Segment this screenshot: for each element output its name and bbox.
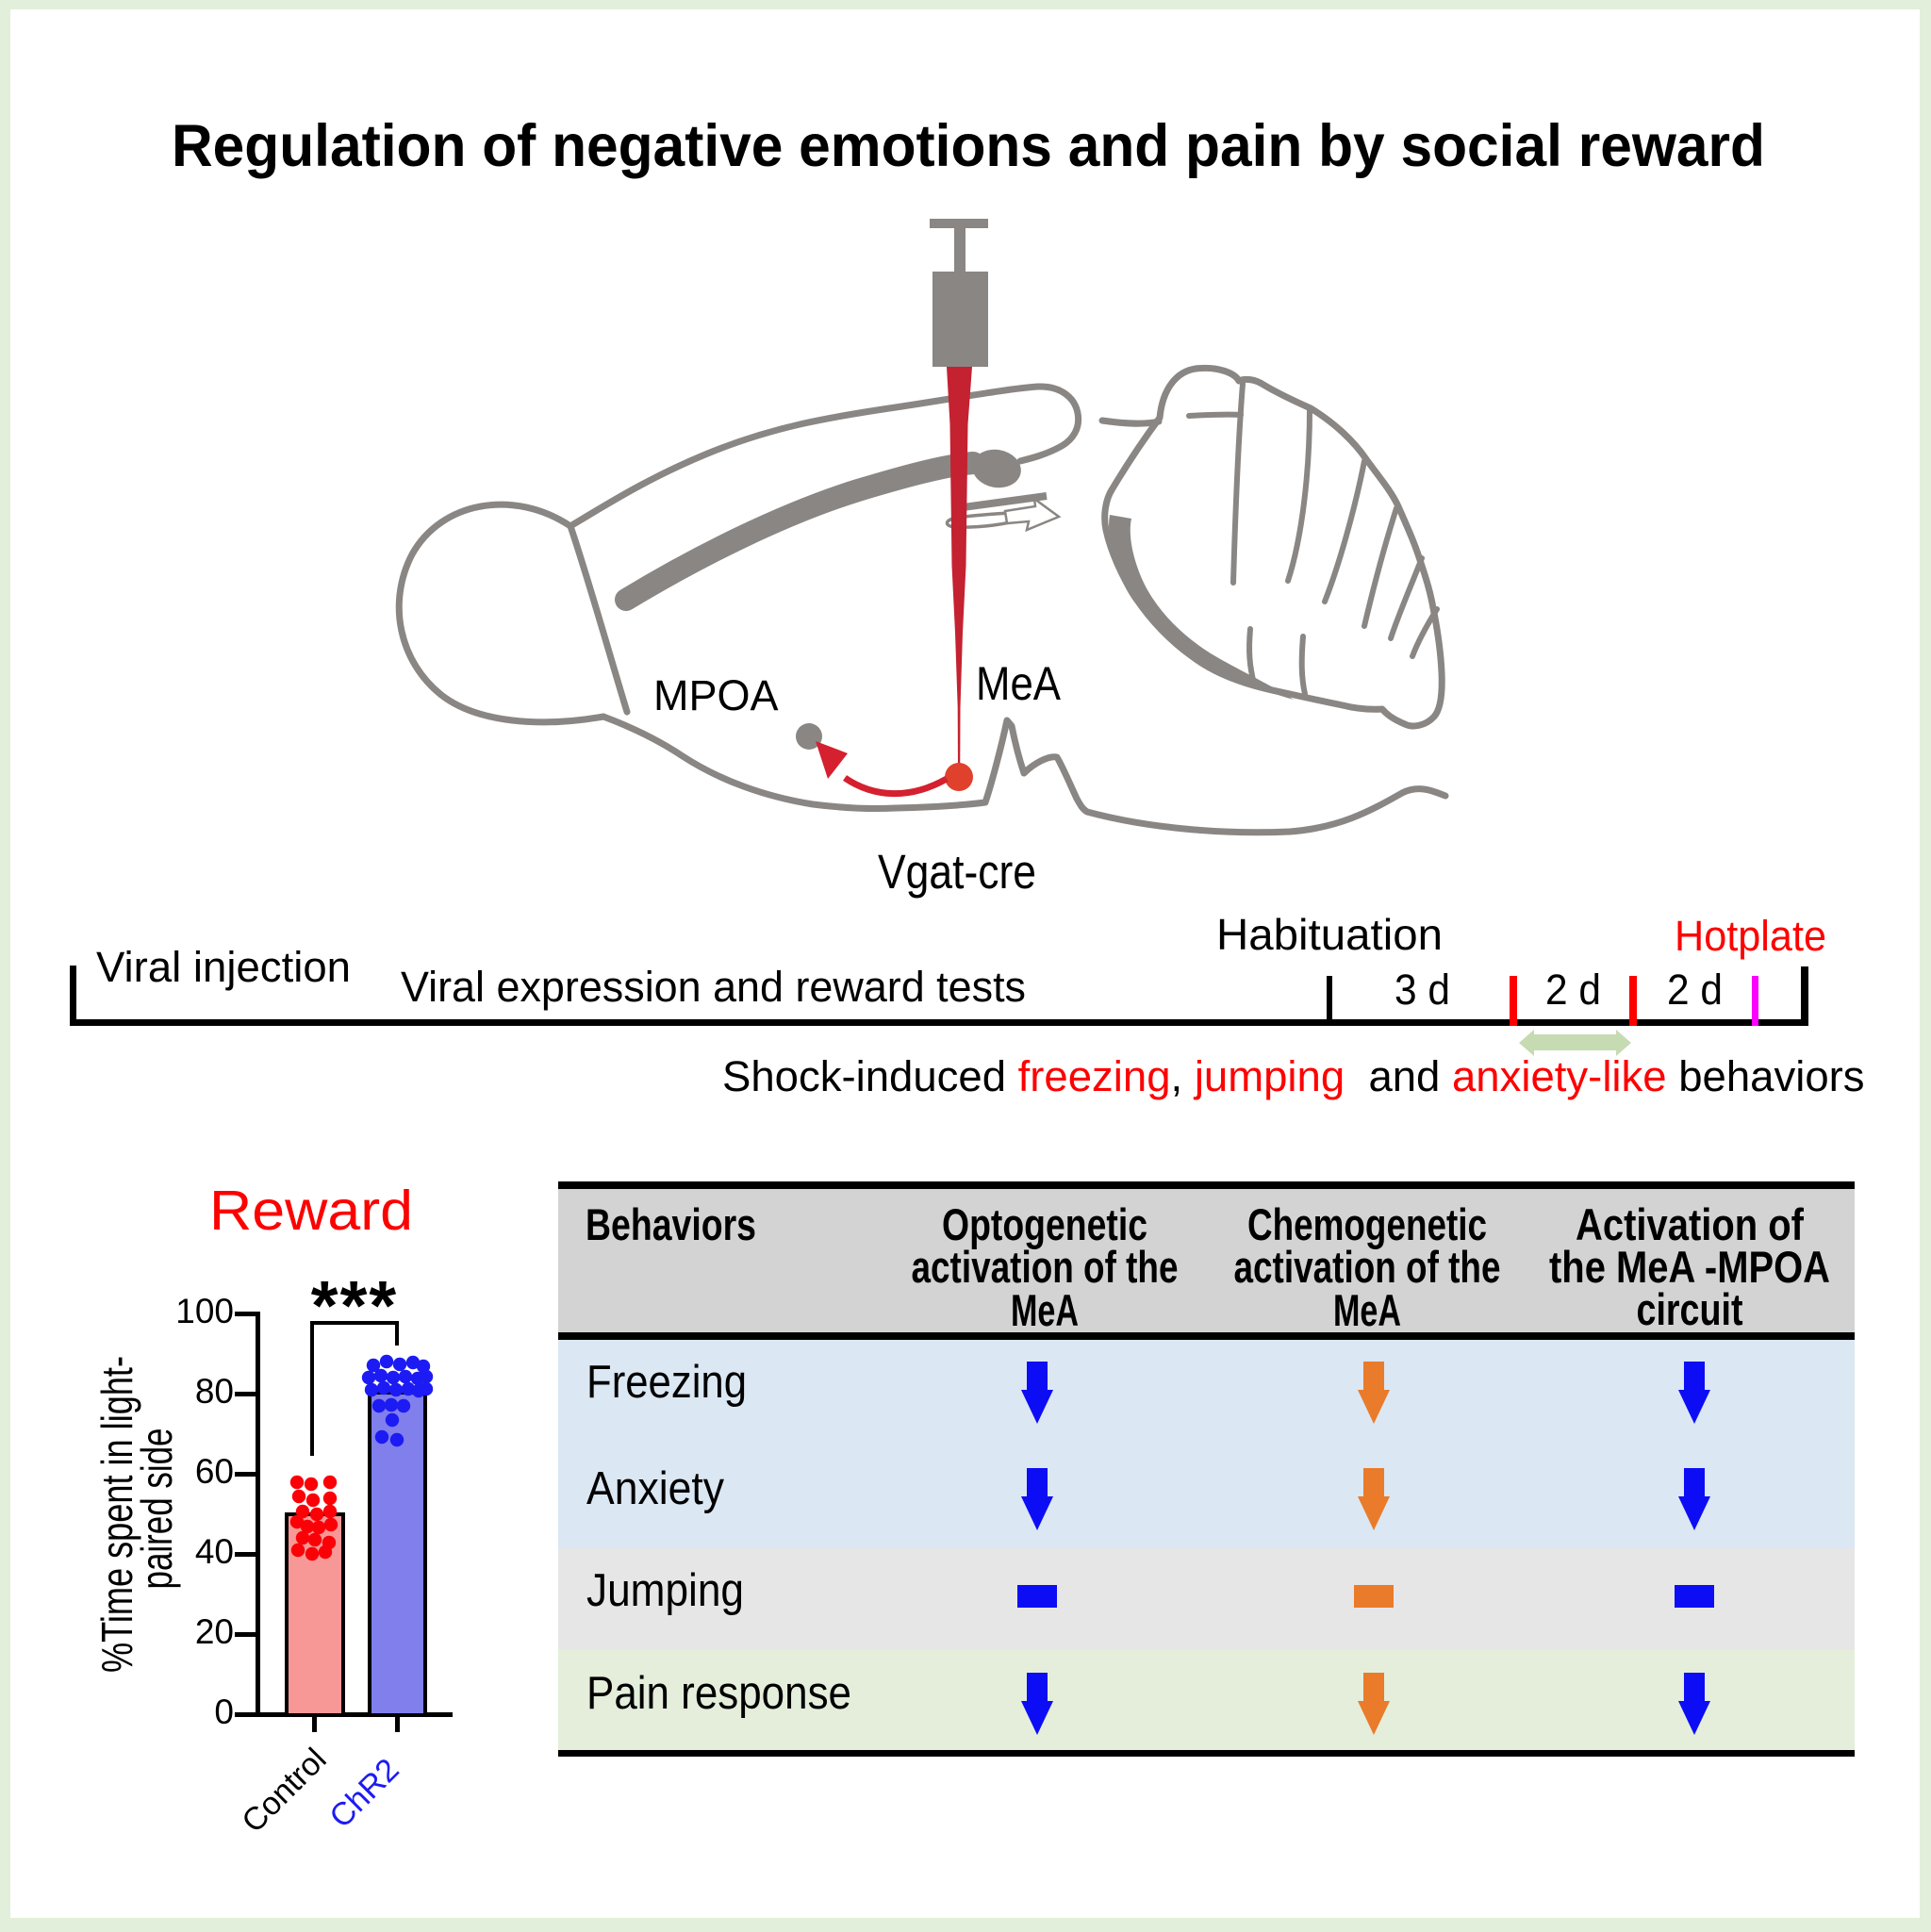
svg-text:Viral injection: Viral injection	[96, 943, 351, 991]
svg-text:2 d: 2 d	[1667, 966, 1723, 1014]
svg-text:%Time spent in light-: %Time spent in light-	[92, 1356, 141, 1673]
svg-text:***: ***	[311, 1266, 398, 1345]
svg-text:40: 40	[195, 1532, 234, 1571]
svg-text:Pain response: Pain response	[586, 1668, 851, 1719]
svg-text:2 d: 2 d	[1545, 966, 1601, 1014]
svg-text:Behaviors: Behaviors	[586, 1199, 756, 1249]
svg-text:0: 0	[214, 1693, 234, 1731]
svg-text:Jumping: Jumping	[586, 1565, 744, 1616]
svg-text:Hotplate: Hotplate	[1675, 912, 1826, 960]
svg-text:MeA: MeA	[976, 657, 1062, 710]
svg-text:paired side: paired side	[132, 1428, 181, 1590]
svg-text:Vgat-cre: Vgat-cre	[878, 845, 1036, 899]
svg-text:Optogenetic: Optogenetic	[942, 1199, 1147, 1249]
svg-text:Chemogenetic: Chemogenetic	[1247, 1199, 1487, 1249]
svg-text:Habituation: Habituation	[1216, 910, 1443, 959]
svg-text:100: 100	[175, 1292, 234, 1330]
svg-text:the MeA -MPOA: the MeA -MPOA	[1549, 1242, 1830, 1292]
svg-text:MeA: MeA	[1011, 1285, 1079, 1335]
svg-text:Viral expression and reward te: Viral expression and reward tests	[401, 963, 1026, 1011]
svg-text:3 d: 3 d	[1395, 966, 1450, 1014]
svg-text:Shock-induced freezing, jumpin: Shock-induced freezing, jumping and anxi…	[722, 1052, 1865, 1100]
svg-text:60: 60	[195, 1452, 234, 1491]
svg-text:Activation of: Activation of	[1576, 1199, 1804, 1249]
svg-text:80: 80	[195, 1372, 234, 1411]
svg-text:activation of the: activation of the	[1234, 1242, 1501, 1292]
svg-text:Regulation of negative emotion: Regulation of negative emotions and pain…	[172, 113, 1765, 179]
svg-text:MeA: MeA	[1333, 1285, 1401, 1335]
svg-text:MPOA: MPOA	[653, 671, 779, 719]
svg-text:20: 20	[195, 1612, 234, 1651]
svg-text:activation of the: activation of the	[912, 1242, 1179, 1292]
svg-text:Freezing: Freezing	[586, 1357, 747, 1408]
svg-text:Anxiety: Anxiety	[586, 1463, 724, 1514]
svg-text:circuit: circuit	[1637, 1284, 1743, 1334]
svg-text:Reward: Reward	[209, 1180, 413, 1242]
